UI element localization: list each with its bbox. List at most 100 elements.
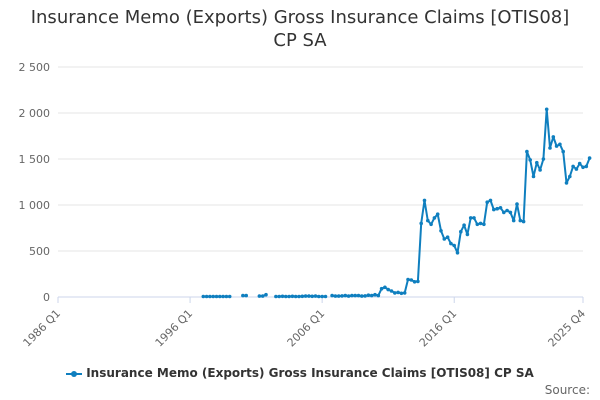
data-point xyxy=(244,293,248,298)
x-tick-label: 2006 Q1 xyxy=(285,307,328,350)
data-point xyxy=(366,293,371,298)
data-point xyxy=(383,285,387,290)
data-point xyxy=(558,142,562,147)
data-point xyxy=(376,293,381,298)
data-point xyxy=(465,232,470,237)
data-point xyxy=(274,294,278,299)
data-point xyxy=(260,294,265,298)
data-point xyxy=(330,293,334,298)
data-point xyxy=(208,294,212,299)
data-point xyxy=(508,210,513,215)
data-point xyxy=(548,146,552,150)
data-point xyxy=(554,144,559,148)
chart-title-line-1: Insurance Memo (Exports) Gross Insurance… xyxy=(30,7,570,28)
y-tick-label: 500 xyxy=(29,245,50,258)
y-tick-label: 0 xyxy=(43,291,50,304)
data-point xyxy=(264,292,268,297)
x-tick-label: 2016 Q1 xyxy=(417,307,460,350)
data-point xyxy=(449,241,453,246)
data-point xyxy=(416,279,420,284)
gridlines xyxy=(58,66,583,252)
y-tick-label: 1 500 xyxy=(19,153,51,166)
data-point xyxy=(564,181,569,185)
data-point xyxy=(439,229,443,233)
data-point xyxy=(462,223,466,227)
data-point xyxy=(429,222,433,227)
data-point xyxy=(320,294,325,299)
data-point xyxy=(214,294,219,299)
data-point xyxy=(297,294,301,299)
data-point xyxy=(340,294,344,298)
data-point xyxy=(571,164,575,169)
data-point xyxy=(307,294,311,298)
chart-title-line-2: CP SA xyxy=(273,30,327,51)
data-point xyxy=(426,218,430,223)
data-point xyxy=(511,218,516,223)
data-point xyxy=(211,294,215,299)
data-point xyxy=(369,293,374,298)
data-point xyxy=(419,221,424,226)
y-tick-label: 2 000 xyxy=(19,107,51,120)
y-tick-label: 1 000 xyxy=(19,199,51,212)
data-point xyxy=(432,216,437,220)
data-point xyxy=(204,294,209,299)
data-point xyxy=(482,222,486,227)
data-point xyxy=(544,107,549,112)
data-point xyxy=(584,164,589,169)
data-point xyxy=(287,294,291,299)
data-point xyxy=(356,293,361,298)
y-tick-label: 2 500 xyxy=(19,61,51,74)
data-point xyxy=(277,294,282,299)
data-point xyxy=(577,161,582,166)
source-label: Source: xyxy=(544,383,590,397)
data-point xyxy=(343,293,348,298)
data-point xyxy=(525,149,529,154)
x-tick-label: 1986 Q1 xyxy=(21,307,64,350)
data-point xyxy=(495,206,500,211)
data-point xyxy=(515,202,519,206)
data-point xyxy=(574,167,579,171)
x-tick-label: 1996 Q1 xyxy=(153,307,196,350)
data-point xyxy=(221,294,225,299)
data-point xyxy=(452,243,457,248)
data-point xyxy=(300,294,305,299)
chart-title: Insurance Memo (Exports) Gross Insurance… xyxy=(0,6,600,52)
data-point xyxy=(399,291,404,296)
data-point xyxy=(551,135,556,139)
data-point xyxy=(310,294,315,299)
data-point xyxy=(518,218,523,223)
data-point xyxy=(488,198,493,203)
legend[interactable]: Insurance Memo (Exports) Gross Insurance… xyxy=(0,366,600,380)
data-point xyxy=(373,292,377,297)
data-point xyxy=(468,216,473,220)
data-point xyxy=(528,158,532,162)
data-point xyxy=(396,290,400,295)
data-point xyxy=(224,294,229,299)
data-point xyxy=(492,207,496,212)
series-layer xyxy=(201,107,592,299)
data-point xyxy=(363,294,367,298)
data-point xyxy=(521,219,526,224)
data-point xyxy=(333,294,338,298)
data-point xyxy=(445,235,450,239)
data-point xyxy=(442,237,447,241)
data-point xyxy=(498,206,503,210)
data-point xyxy=(284,294,288,299)
data-point xyxy=(587,156,592,160)
data-point xyxy=(531,174,536,179)
data-point xyxy=(422,198,427,203)
data-point xyxy=(455,251,460,255)
data-point xyxy=(227,294,232,299)
data-point xyxy=(485,200,490,204)
data-point xyxy=(241,293,245,298)
data-point xyxy=(353,293,358,298)
data-point xyxy=(472,216,476,220)
data-point xyxy=(350,293,354,298)
data-point xyxy=(317,294,321,299)
data-point xyxy=(402,291,407,295)
data-point xyxy=(412,280,417,284)
data-point xyxy=(478,221,483,226)
data-point xyxy=(313,294,318,298)
data-point xyxy=(379,286,384,291)
